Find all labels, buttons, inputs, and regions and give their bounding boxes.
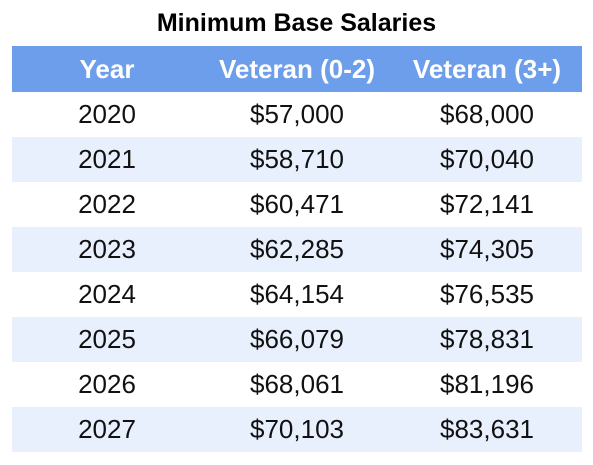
veteran-3-plus-salary-cell: $83,631: [440, 414, 534, 444]
table-row: 2021 $58,710 $70,040: [12, 137, 582, 182]
header-row: Year Veteran (0-2) Veteran (3+): [12, 46, 582, 92]
veteran-0-2-salary-cell: $62,285: [250, 234, 344, 264]
column-header-veteran-0-2: Veteran (0-2): [218, 53, 376, 84]
year-cell: 2023: [78, 234, 136, 264]
table-header: Year Veteran (0-2) Veteran (3+): [12, 46, 582, 92]
veteran-0-2-salary-cell: $58,710: [250, 144, 344, 174]
year-cell: 2024: [78, 279, 136, 309]
year-cell: 2025: [78, 324, 136, 354]
veteran-3-plus-salary-cell: $76,535: [440, 279, 534, 309]
year-cell: 2026: [78, 369, 136, 399]
year-cell: 2022: [78, 189, 136, 219]
veteran-3-plus-salary-cell: $70,040: [440, 144, 534, 174]
column-header-veteran-3-plus: Veteran (3+): [412, 53, 562, 84]
table-row: 2023 $62,285 $74,305: [12, 227, 582, 272]
veteran-0-2-salary-cell: $70,103: [250, 414, 344, 444]
table-body: 2020 $57,000 $68,000 2021 $58,710 $70,04…: [12, 92, 582, 452]
table-row: 2027 $70,103 $83,631: [12, 407, 582, 452]
column-header-year: Year: [79, 53, 135, 84]
table-title: Minimum Base Salaries: [156, 9, 437, 37]
veteran-0-2-salary-cell: $68,061: [250, 369, 344, 399]
table-row: 2024 $64,154 $76,535: [12, 272, 582, 317]
veteran-0-2-salary-cell: $57,000: [250, 99, 344, 129]
year-cell: 2021: [78, 144, 136, 174]
table-row: 2025 $66,079 $78,831: [12, 317, 582, 362]
year-cell: 2027: [78, 414, 136, 444]
veteran-0-2-salary-cell: $66,079: [250, 324, 344, 354]
table-row: 2020 $57,000 $68,000: [12, 92, 582, 137]
veteran-3-plus-salary-cell: $78,831: [440, 324, 534, 354]
veteran-3-plus-salary-cell: $74,305: [440, 234, 534, 264]
table-row: 2022 $60,471 $72,141: [12, 182, 582, 227]
veteran-0-2-salary-cell: $64,154: [250, 279, 344, 309]
veteran-3-plus-salary-cell: $81,196: [440, 369, 534, 399]
veteran-0-2-salary-cell: $60,471: [250, 189, 344, 219]
veteran-3-plus-salary-cell: $68,000: [440, 99, 534, 129]
table-row: 2026 $68,061 $81,196: [12, 362, 582, 407]
salary-table: Year Veteran (0-2) Veteran (3+) 2020 $57…: [12, 46, 582, 452]
year-cell: 2020: [78, 99, 136, 129]
veteran-3-plus-salary-cell: $72,141: [440, 189, 534, 219]
